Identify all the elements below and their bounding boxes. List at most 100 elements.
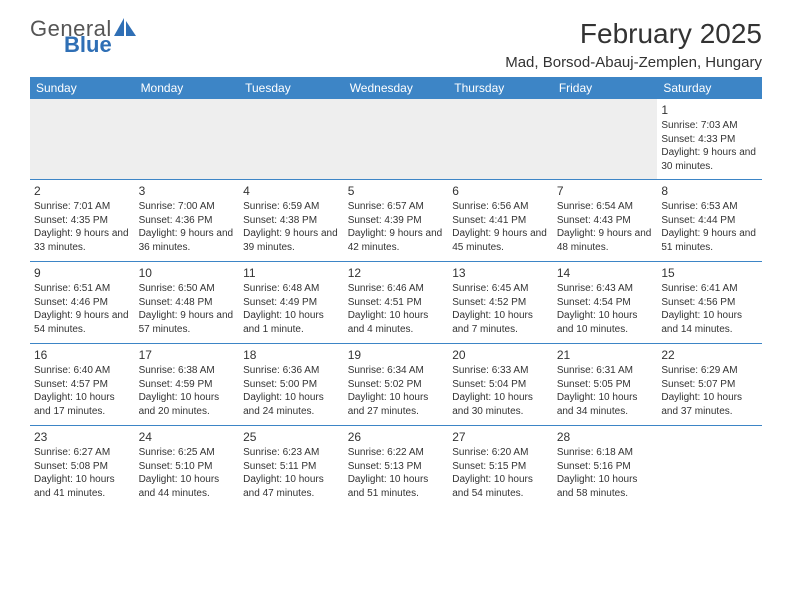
daylight-text: Daylight: 9 hours and 36 minutes. [139, 227, 236, 254]
day-number: 5 [348, 183, 445, 199]
day-cell: 23Sunrise: 6:27 AMSunset: 5:08 PMDayligh… [30, 426, 135, 508]
day-cell: 19Sunrise: 6:34 AMSunset: 5:02 PMDayligh… [344, 344, 449, 426]
sunset-text: Sunset: 5:08 PM [34, 460, 131, 474]
sunset-text: Sunset: 4:33 PM [661, 133, 758, 147]
sunrise-text: Sunrise: 6:23 AM [243, 446, 340, 460]
calendar-body: 1Sunrise: 7:03 AMSunset: 4:33 PMDaylight… [30, 99, 762, 508]
day-header: Tuesday [239, 77, 344, 99]
day-cell: 1Sunrise: 7:03 AMSunset: 4:33 PMDaylight… [657, 99, 762, 180]
sunrise-text: Sunrise: 6:25 AM [139, 446, 236, 460]
title-block: February 2025 Mad, Borsod-Abauj-Zemplen,… [505, 18, 762, 71]
day-number: 23 [34, 429, 131, 445]
sunrise-text: Sunrise: 6:46 AM [348, 282, 445, 296]
daylight-text: Daylight: 10 hours and 17 minutes. [34, 391, 131, 418]
sunset-text: Sunset: 4:51 PM [348, 296, 445, 310]
day-cell: 20Sunrise: 6:33 AMSunset: 5:04 PMDayligh… [448, 344, 553, 426]
day-number: 6 [452, 183, 549, 199]
logo-blue: Blue [64, 34, 112, 56]
day-cell: 21Sunrise: 6:31 AMSunset: 5:05 PMDayligh… [553, 344, 658, 426]
day-number: 10 [139, 265, 236, 281]
day-number: 17 [139, 347, 236, 363]
sunrise-text: Sunrise: 6:57 AM [348, 200, 445, 214]
day-number: 22 [661, 347, 758, 363]
sunrise-text: Sunrise: 6:18 AM [557, 446, 654, 460]
day-number: 13 [452, 265, 549, 281]
sunset-text: Sunset: 5:07 PM [661, 378, 758, 392]
sunrise-text: Sunrise: 6:56 AM [452, 200, 549, 214]
sunset-text: Sunset: 4:54 PM [557, 296, 654, 310]
sunrise-text: Sunrise: 6:50 AM [139, 282, 236, 296]
sunset-text: Sunset: 4:52 PM [452, 296, 549, 310]
day-cell: 17Sunrise: 6:38 AMSunset: 4:59 PMDayligh… [135, 344, 240, 426]
sunset-text: Sunset: 4:46 PM [34, 296, 131, 310]
sunrise-text: Sunrise: 7:00 AM [139, 200, 236, 214]
daylight-text: Daylight: 10 hours and 10 minutes. [557, 309, 654, 336]
week-row: 23Sunrise: 6:27 AMSunset: 5:08 PMDayligh… [30, 426, 762, 508]
day-number: 11 [243, 265, 340, 281]
day-cell: 16Sunrise: 6:40 AMSunset: 4:57 PMDayligh… [30, 344, 135, 426]
sunset-text: Sunset: 4:57 PM [34, 378, 131, 392]
sunset-text: Sunset: 5:15 PM [452, 460, 549, 474]
sunset-text: Sunset: 5:10 PM [139, 460, 236, 474]
day-cell: 28Sunrise: 6:18 AMSunset: 5:16 PMDayligh… [553, 426, 658, 508]
day-number: 14 [557, 265, 654, 281]
sunrise-text: Sunrise: 6:45 AM [452, 282, 549, 296]
daylight-text: Daylight: 9 hours and 42 minutes. [348, 227, 445, 254]
day-number: 18 [243, 347, 340, 363]
sunset-text: Sunset: 4:41 PM [452, 214, 549, 228]
day-number: 21 [557, 347, 654, 363]
day-cell: 4Sunrise: 6:59 AMSunset: 4:38 PMDaylight… [239, 180, 344, 262]
day-cell: 27Sunrise: 6:20 AMSunset: 5:15 PMDayligh… [448, 426, 553, 508]
day-cell: 2Sunrise: 7:01 AMSunset: 4:35 PMDaylight… [30, 180, 135, 262]
sunrise-text: Sunrise: 6:48 AM [243, 282, 340, 296]
sunrise-text: Sunrise: 6:31 AM [557, 364, 654, 378]
sunset-text: Sunset: 5:02 PM [348, 378, 445, 392]
day-number: 16 [34, 347, 131, 363]
week-row: 9Sunrise: 6:51 AMSunset: 4:46 PMDaylight… [30, 262, 762, 344]
sunrise-text: Sunrise: 6:33 AM [452, 364, 549, 378]
day-header: Wednesday [344, 77, 449, 99]
daylight-text: Daylight: 10 hours and 41 minutes. [34, 473, 131, 500]
day-header: Monday [135, 77, 240, 99]
day-number: 7 [557, 183, 654, 199]
daylight-text: Daylight: 9 hours and 33 minutes. [34, 227, 131, 254]
sunrise-text: Sunrise: 6:36 AM [243, 364, 340, 378]
day-cell [344, 99, 449, 180]
daylight-text: Daylight: 10 hours and 4 minutes. [348, 309, 445, 336]
sunset-text: Sunset: 4:38 PM [243, 214, 340, 228]
day-cell: 9Sunrise: 6:51 AMSunset: 4:46 PMDaylight… [30, 262, 135, 344]
sunset-text: Sunset: 4:59 PM [139, 378, 236, 392]
daylight-text: Daylight: 10 hours and 14 minutes. [661, 309, 758, 336]
sunrise-text: Sunrise: 6:59 AM [243, 200, 340, 214]
day-number: 26 [348, 429, 445, 445]
daylight-text: Daylight: 9 hours and 45 minutes. [452, 227, 549, 254]
day-number: 3 [139, 183, 236, 199]
week-row: 1Sunrise: 7:03 AMSunset: 4:33 PMDaylight… [30, 99, 762, 180]
day-cell [239, 99, 344, 180]
day-cell: 22Sunrise: 6:29 AMSunset: 5:07 PMDayligh… [657, 344, 762, 426]
sunrise-text: Sunrise: 7:01 AM [34, 200, 131, 214]
month-title: February 2025 [505, 18, 762, 50]
logo-text: General Blue [30, 18, 112, 56]
day-number: 25 [243, 429, 340, 445]
sunrise-text: Sunrise: 6:29 AM [661, 364, 758, 378]
sunset-text: Sunset: 5:00 PM [243, 378, 340, 392]
day-cell: 10Sunrise: 6:50 AMSunset: 4:48 PMDayligh… [135, 262, 240, 344]
day-header: Saturday [657, 77, 762, 99]
sunset-text: Sunset: 4:39 PM [348, 214, 445, 228]
day-number: 1 [661, 102, 758, 118]
day-cell: 14Sunrise: 6:43 AMSunset: 4:54 PMDayligh… [553, 262, 658, 344]
day-cell: 24Sunrise: 6:25 AMSunset: 5:10 PMDayligh… [135, 426, 240, 508]
day-cell: 13Sunrise: 6:45 AMSunset: 4:52 PMDayligh… [448, 262, 553, 344]
daylight-text: Daylight: 10 hours and 58 minutes. [557, 473, 654, 500]
day-number: 4 [243, 183, 340, 199]
daylight-text: Daylight: 9 hours and 30 minutes. [661, 146, 758, 173]
daylight-text: Daylight: 10 hours and 24 minutes. [243, 391, 340, 418]
sunrise-text: Sunrise: 6:53 AM [661, 200, 758, 214]
sunrise-text: Sunrise: 6:40 AM [34, 364, 131, 378]
daylight-text: Daylight: 10 hours and 7 minutes. [452, 309, 549, 336]
day-cell: 25Sunrise: 6:23 AMSunset: 5:11 PMDayligh… [239, 426, 344, 508]
daylight-text: Daylight: 10 hours and 27 minutes. [348, 391, 445, 418]
day-header: Friday [553, 77, 658, 99]
sunrise-text: Sunrise: 6:38 AM [139, 364, 236, 378]
